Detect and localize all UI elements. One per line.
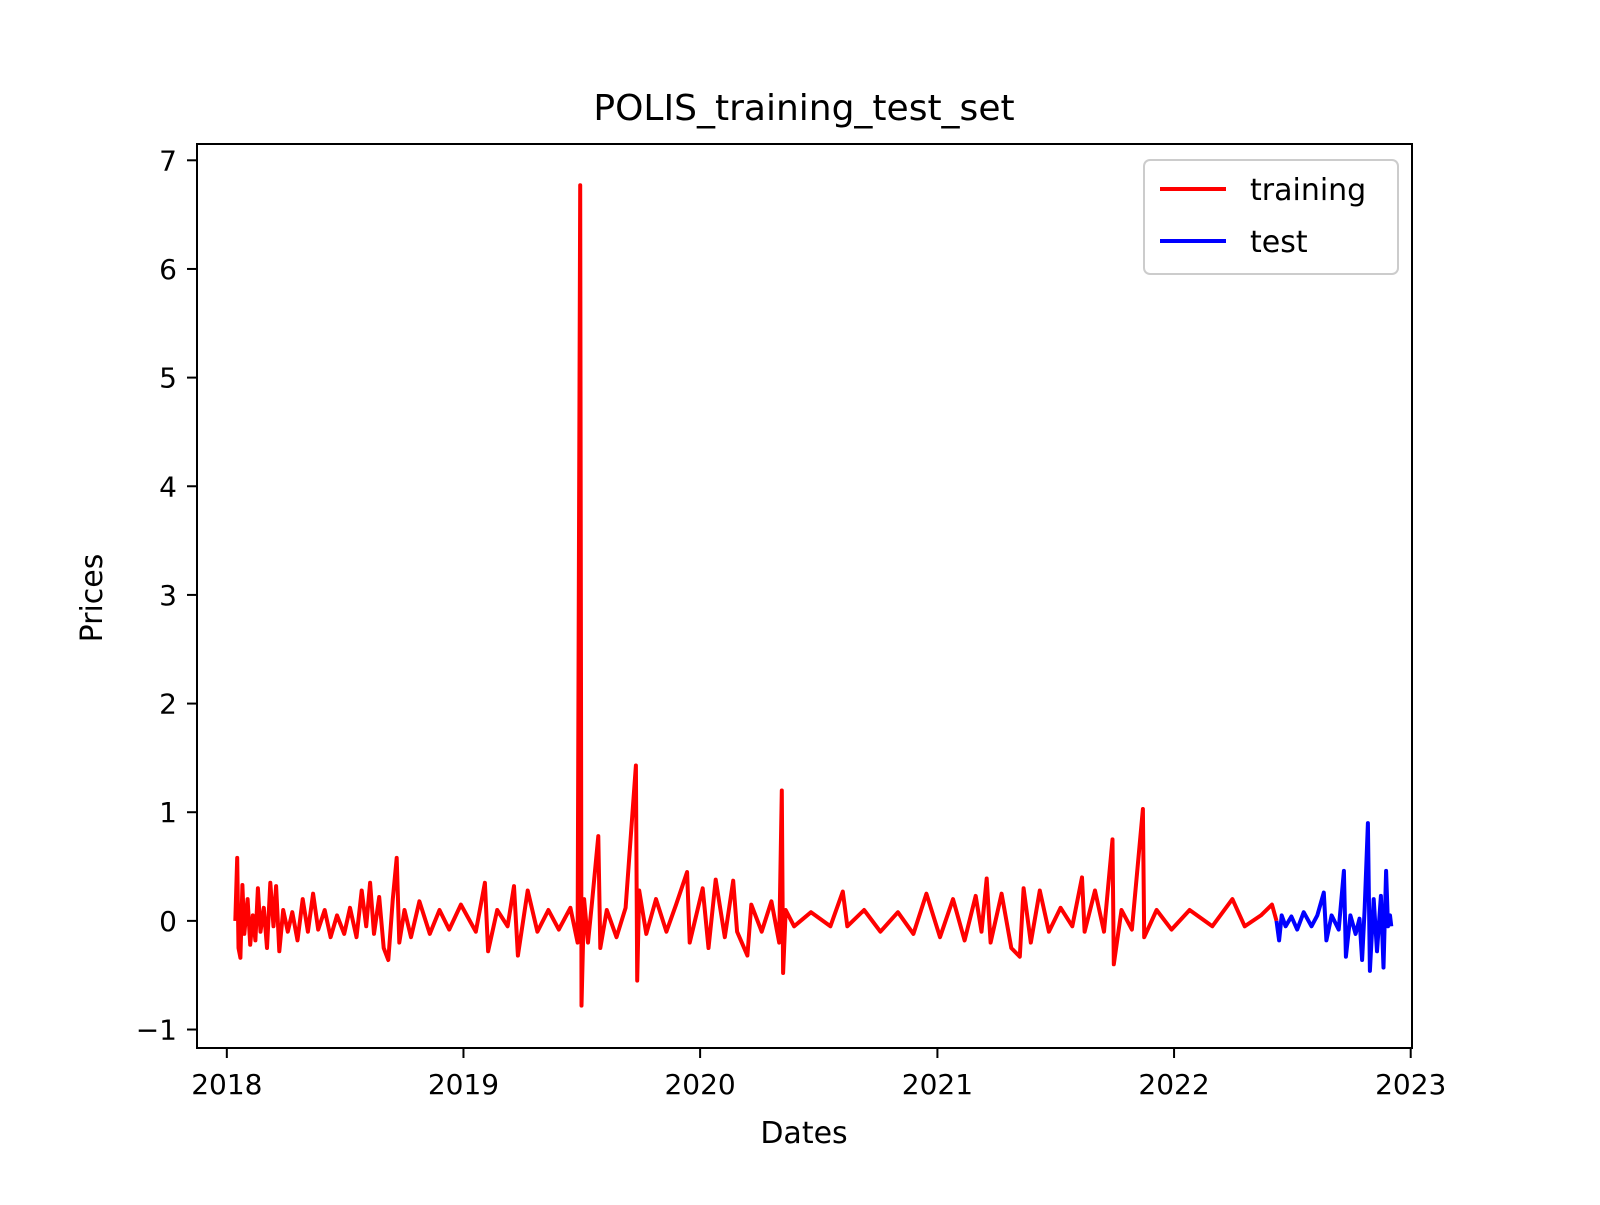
x-tick-label: 2021 <box>902 1068 973 1101</box>
y-tick-label: 4 <box>159 470 177 503</box>
legend-label-test: test <box>1250 225 1308 260</box>
x-tick-label: 2018 <box>191 1068 262 1101</box>
legend-label-training: training <box>1250 173 1366 208</box>
series-line-test <box>1274 821 1394 973</box>
plot-frame <box>196 143 1413 1049</box>
series-line-training <box>233 183 1279 1008</box>
y-tick-label: 2 <box>159 688 177 721</box>
chart-title: POLIS_training_test_set <box>593 88 1014 129</box>
series-layer <box>233 183 1394 1008</box>
x-tick-label: 2020 <box>664 1068 735 1101</box>
x-tick-label: 2022 <box>1138 1068 1209 1101</box>
y-tick-label: −1 <box>136 1014 177 1047</box>
y-tick-label: 1 <box>159 796 177 829</box>
x-tick-label: 2019 <box>428 1068 499 1101</box>
x-axis: 2018 2019 2020 2021 2022 2023 <box>191 1048 1446 1101</box>
y-tick-label: 0 <box>159 905 177 938</box>
y-tick-label: 7 <box>159 144 177 177</box>
legend: training test <box>1143 159 1399 275</box>
y-axis: −1 0 1 2 3 4 5 6 7 <box>136 144 197 1047</box>
x-tick-label: 2023 <box>1375 1068 1446 1101</box>
x-axis-label: Dates <box>760 1116 847 1151</box>
y-tick-label: 5 <box>159 362 177 395</box>
y-tick-label: 3 <box>159 579 177 612</box>
y-tick-label: 6 <box>159 253 177 286</box>
y-axis-label: Prices <box>75 554 110 643</box>
